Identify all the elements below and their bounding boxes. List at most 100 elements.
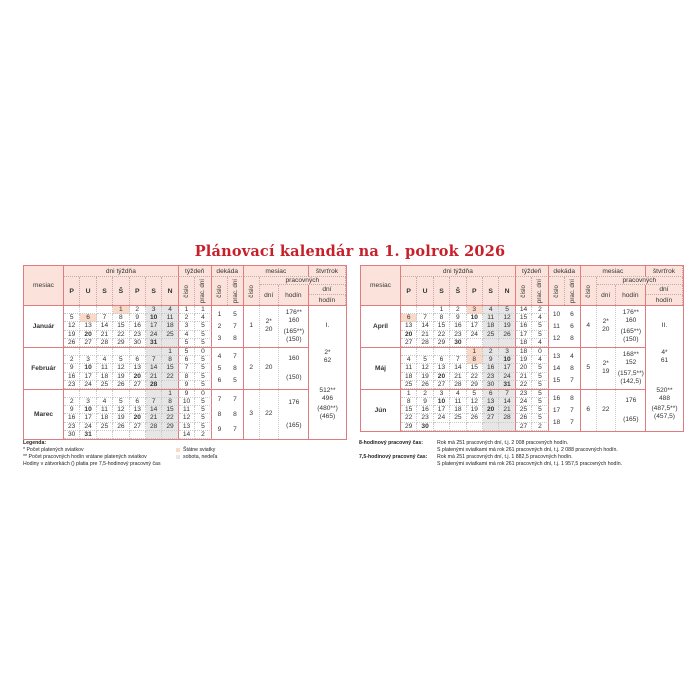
day-cell: 21 xyxy=(499,406,516,415)
header-decade-workdays: prac. dní xyxy=(565,277,581,305)
header-quarter-days: dní xyxy=(645,285,683,295)
header-weekdays: dni týždňa xyxy=(401,266,516,277)
legend-note: Hodiny v zátvorkách () platia pre 7,5-ho… xyxy=(23,461,161,467)
hours-value: (165**) xyxy=(620,327,642,335)
decade-number: 7 xyxy=(217,395,222,403)
header-month-number: číslo xyxy=(581,277,597,305)
hours-value: 168** xyxy=(622,351,639,359)
quarter-hours-75: (487,5**) xyxy=(651,405,678,412)
header-month-number-text: číslo xyxy=(584,284,592,298)
month-workdays: 2* 19 xyxy=(597,347,616,389)
decade-workdays: 6 xyxy=(570,322,574,330)
decade-row: 10 6 xyxy=(549,311,580,318)
day-cell: 20 xyxy=(482,406,500,415)
day-cell: 5 xyxy=(113,398,130,407)
decade-workdays: 7 xyxy=(233,352,237,360)
decade-row: 13 4 xyxy=(549,353,580,360)
day-cell: 2 xyxy=(64,398,81,407)
month-workdays: 22 xyxy=(597,389,616,431)
quarter-days: 61 xyxy=(660,357,669,364)
decade-number: 12 xyxy=(552,335,561,343)
summary-line: Rok má 251 pracovných dní, t.j. 1 882,5 … xyxy=(437,454,573,460)
day-cell: 20 xyxy=(80,330,97,339)
summary-line: S platenými sviatkami má rok 261 pracovn… xyxy=(437,461,623,467)
header-month-number-text: číslo xyxy=(247,284,255,298)
month-workdays: 20 xyxy=(260,347,279,389)
hours-group: (165**) (150) xyxy=(284,328,305,344)
summary-line: Rok má 251 pracovných dní, t.j. 2 008 pr… xyxy=(437,440,569,446)
day-cell: 29 xyxy=(162,422,179,431)
hours-value: 160 xyxy=(288,355,300,363)
week-number: 27 xyxy=(515,422,533,431)
quarter-hours: 520** xyxy=(656,387,673,394)
header-weekday: P xyxy=(130,277,146,305)
week-workdays: 5 xyxy=(195,338,212,347)
day-cell: 3 xyxy=(80,356,97,365)
hours-group: 176** 160 xyxy=(623,309,639,325)
month-hours: 176** 160 (165**) (150) xyxy=(616,306,646,347)
day-cell: 23 xyxy=(64,380,81,389)
day-cell xyxy=(96,347,114,357)
header-week-number: číslo xyxy=(179,277,196,305)
week-number: 3 xyxy=(178,322,196,331)
header-quarter-hours: hodín xyxy=(646,295,683,305)
month-number: 5 xyxy=(581,347,597,389)
day-cell: 12 xyxy=(113,406,130,415)
day-cell: 26 xyxy=(499,330,516,339)
day-cell: 23 xyxy=(450,330,467,339)
month-block: Jún 1 2 3 4 5 6 7 23 5 8 9 10 11 12 13 14 24 5 15 16 17 18 19 20… xyxy=(361,389,645,431)
day-cell xyxy=(466,422,483,431)
decade-workdays: 4 xyxy=(570,352,574,360)
header-week: týždeň xyxy=(515,266,549,277)
week-workdays: 5 xyxy=(532,380,549,389)
legend: Legenda: * Počet platených sviatkov ** P… xyxy=(23,440,353,468)
day-cell: 8 xyxy=(433,314,451,323)
week-workdays: 5 xyxy=(532,322,549,331)
decade-number: 15 xyxy=(552,377,561,385)
week-number: 16 xyxy=(515,322,533,331)
day-cell: 5 xyxy=(466,389,483,399)
decade-number: 6 xyxy=(217,377,222,385)
month-block: Február 1 5 0 2 3 4 5 6 7 8 6 5 9 10 11 12 13 14 15 7 5 16 17 18… xyxy=(24,347,308,390)
header-week-number-text: číslo xyxy=(519,284,527,298)
week-workdays: 5 xyxy=(532,330,549,339)
hours-group: (165) xyxy=(286,422,301,430)
decade-row: 14 8 xyxy=(549,365,580,372)
week-workdays: 5 xyxy=(195,364,212,373)
day-cell: 11 xyxy=(401,364,418,373)
month-block: Marec 1 9 0 2 3 4 5 6 7 8 10 5 9 10 11 12 13 14 15 11 5 16 17 18… xyxy=(24,389,308,439)
day-cell: 26 xyxy=(64,338,81,347)
decade-number: 8 xyxy=(217,410,222,418)
day-cell: 3 xyxy=(433,389,451,399)
week-workdays: 5 xyxy=(532,406,549,415)
day-cell: 24 xyxy=(145,330,163,339)
decade-workdays: 6 xyxy=(570,310,574,318)
day-cell: 30 xyxy=(482,380,500,389)
day-cell: 26 xyxy=(466,414,483,423)
week-workdays: 2 xyxy=(532,422,549,431)
week-number: 9 xyxy=(178,389,196,399)
day-cell: 3 xyxy=(145,306,163,315)
day-cell: 26 xyxy=(113,422,130,431)
decade-workdays: 8 xyxy=(570,394,574,402)
day-cell: 10 xyxy=(145,314,163,323)
day-cell: 23 xyxy=(482,372,500,381)
header-month: mesiac xyxy=(24,266,64,305)
day-cell xyxy=(80,347,97,357)
decade-workdays: 7 xyxy=(233,322,237,330)
day-cell xyxy=(401,306,418,315)
header-decade-workdays-text: prac. dní xyxy=(568,278,576,304)
day-cell: 2 xyxy=(482,347,500,357)
decade-row: 18 7 xyxy=(549,419,580,426)
month-workdays: 22 xyxy=(260,389,279,439)
day-cell: 27 xyxy=(433,380,451,389)
day-cell: 6 xyxy=(433,356,451,365)
header-quarter: štvrťrok xyxy=(308,266,346,277)
day-cell xyxy=(482,422,500,431)
week-workdays: 5 xyxy=(195,330,212,339)
